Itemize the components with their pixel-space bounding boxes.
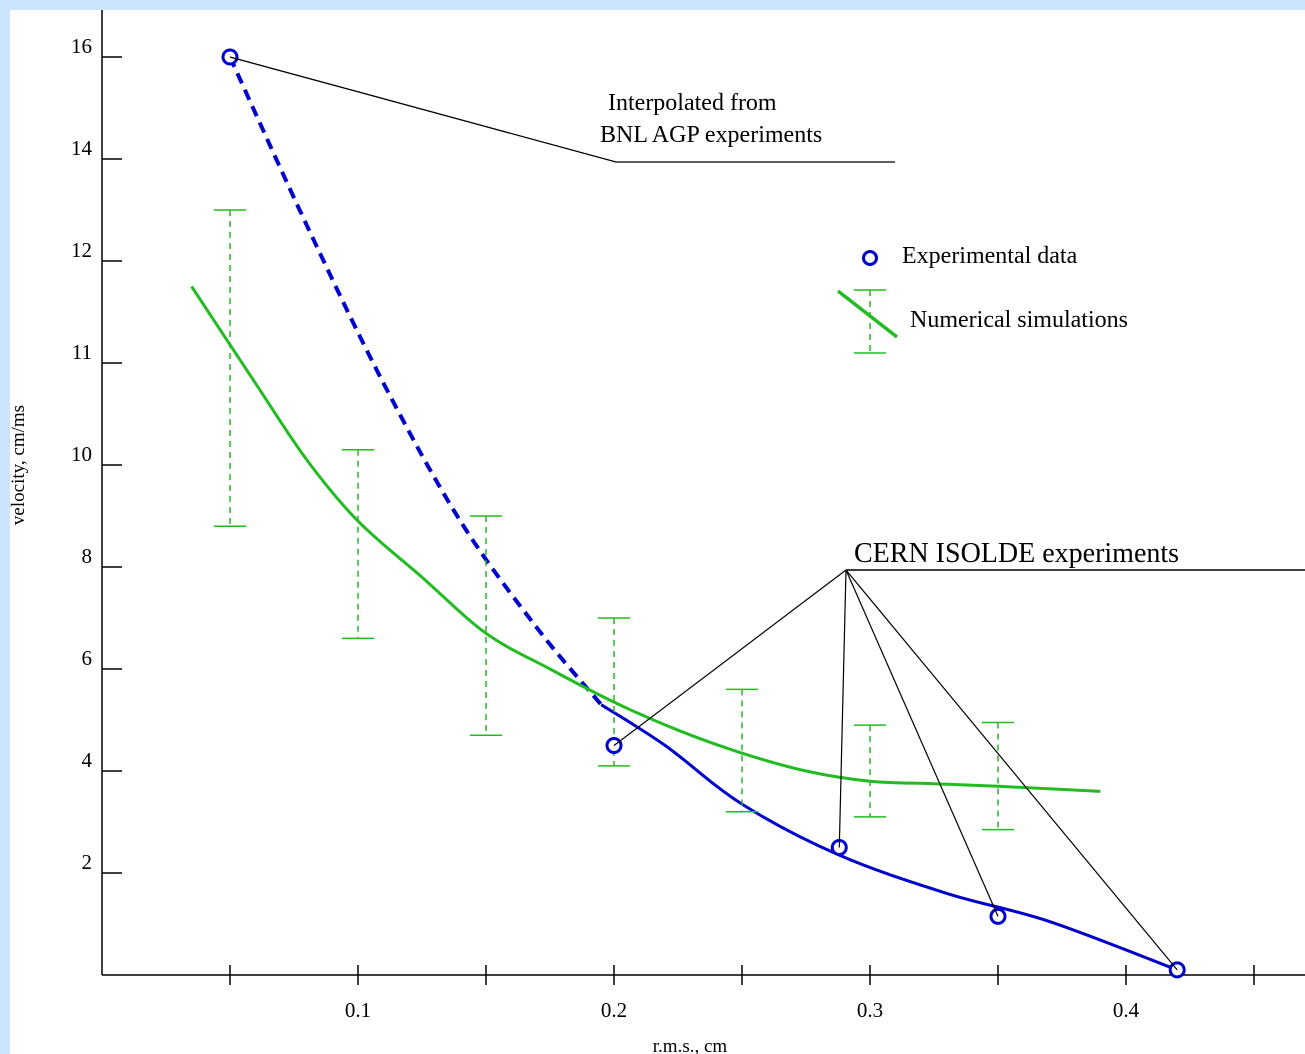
y-tick-label: 11 xyxy=(72,340,92,364)
simulation-curve xyxy=(190,285,1101,793)
legend-sim-label: Numerical simulations xyxy=(910,307,1128,333)
y-tick-label: 6 xyxy=(82,646,93,670)
cern-leader-line xyxy=(845,569,1178,971)
y-tick-label: 16 xyxy=(71,34,92,58)
plot-frame: 0.1 0.2 0.3 0.4 2 4 6 8 10 11 12 14 16 Interpolated … xyxy=(10,10,1305,1054)
x-tick-label: 0.4 xyxy=(1113,998,1140,1022)
cern-leader-line xyxy=(845,569,999,917)
y-axis-title: velocity, cm/ms xyxy=(10,405,29,525)
curves-group xyxy=(190,56,1178,972)
x-tick-label: 0.3 xyxy=(857,998,883,1022)
y-tick-label: 14 xyxy=(71,136,93,160)
error-bars-group xyxy=(214,209,1014,831)
legend-experimental-marker xyxy=(862,250,878,266)
x-tick-label: 0.2 xyxy=(601,998,627,1022)
points-group xyxy=(221,48,1186,979)
cern-annotation: CERN ISOLDE experiments xyxy=(854,538,1179,569)
y-tick-label: 10 xyxy=(71,442,92,466)
y-tick-label: 2 xyxy=(82,850,93,874)
legend-group: Experimental data Numerical simulations xyxy=(836,243,1128,354)
x-axis-title: r.m.s., cm xyxy=(653,1036,728,1054)
legend-experimental-label: Experimental data xyxy=(902,243,1078,269)
axes-group: 0.1 0.2 0.3 0.4 2 4 6 8 10 11 12 14 16 xyxy=(71,10,1305,1022)
y-tick-label: 8 xyxy=(82,544,93,568)
bnl-leader-line xyxy=(229,56,895,163)
bnl-annotation-line1: Interpolated from xyxy=(608,90,777,116)
y-tick-label: 12 xyxy=(71,238,92,262)
experimental-fit-curve xyxy=(600,703,1178,972)
interpolated-curve xyxy=(228,56,603,706)
cern-leader-line xyxy=(613,569,847,746)
cern-leader-line xyxy=(838,569,847,848)
bnl-annotation-line2: BNL AGP experiments xyxy=(600,122,822,148)
legend-sim-line xyxy=(836,289,899,339)
y-tick-label: 4 xyxy=(82,748,93,772)
annotations-group: Interpolated from BNL AGP experiments CERN… xyxy=(229,56,1305,971)
chart: 0.1 0.2 0.3 0.4 2 4 6 8 10 11 12 14 16 Interpolated … xyxy=(10,10,1305,1054)
x-tick-label: 0.1 xyxy=(345,998,371,1022)
